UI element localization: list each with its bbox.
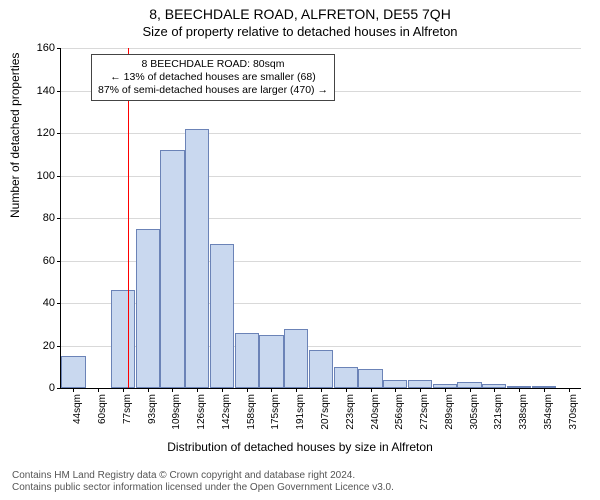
ytick-mark	[57, 176, 61, 177]
xtick-label: 354sqm	[543, 394, 554, 434]
gridline	[61, 176, 581, 177]
histogram-bar	[309, 350, 333, 388]
xtick-mark	[123, 388, 124, 392]
histogram-bar	[334, 367, 358, 388]
xtick-label: 240sqm	[370, 394, 381, 434]
footer-line-2: Contains public sector information licen…	[12, 482, 394, 494]
histogram-bar	[111, 290, 135, 388]
ytick-mark	[57, 133, 61, 134]
histogram-bar	[259, 335, 283, 388]
histogram-bar	[136, 229, 160, 388]
ytick-mark	[57, 218, 61, 219]
ytick-label: 40	[15, 297, 55, 309]
xtick-label: 142sqm	[221, 394, 232, 434]
page-title: 8, BEECHDALE ROAD, ALFRETON, DE55 7QH	[0, 0, 600, 22]
xtick-label: 272sqm	[419, 394, 430, 434]
ytick-label: 140	[15, 85, 55, 97]
xtick-label: 289sqm	[444, 394, 455, 434]
histogram-bar	[210, 244, 234, 389]
histogram-bar	[383, 380, 407, 389]
ytick-label: 160	[15, 42, 55, 54]
xtick-mark	[73, 388, 74, 392]
xtick-label: 305sqm	[469, 394, 480, 434]
xtick-mark	[148, 388, 149, 392]
xtick-label: 126sqm	[196, 394, 207, 434]
gridline	[61, 218, 581, 219]
xtick-mark	[197, 388, 198, 392]
xtick-mark	[569, 388, 570, 392]
gridline	[61, 48, 581, 49]
histogram-bar	[235, 333, 259, 388]
xtick-label: 338sqm	[518, 394, 529, 434]
xtick-mark	[420, 388, 421, 392]
histogram-bar	[284, 329, 308, 389]
histogram-bar	[185, 129, 209, 388]
xtick-mark	[296, 388, 297, 392]
xtick-mark	[271, 388, 272, 392]
ytick-mark	[57, 303, 61, 304]
xtick-label: 77sqm	[122, 394, 133, 434]
ytick-label: 0	[15, 382, 55, 394]
xtick-label: 60sqm	[97, 394, 108, 434]
xtick-mark	[247, 388, 248, 392]
footer-line-1: Contains HM Land Registry data © Crown c…	[12, 470, 394, 482]
xtick-mark	[544, 388, 545, 392]
xtick-label: 109sqm	[171, 394, 182, 434]
xtick-label: 223sqm	[345, 394, 356, 434]
annotation-box: 8 BEECHDALE ROAD: 80sqm← 13% of detached…	[91, 54, 335, 101]
ytick-label: 60	[15, 255, 55, 267]
footer-attribution: Contains HM Land Registry data © Crown c…	[12, 470, 394, 494]
x-axis-label: Distribution of detached houses by size …	[0, 440, 600, 454]
xtick-mark	[470, 388, 471, 392]
xtick-mark	[395, 388, 396, 392]
xtick-label: 370sqm	[568, 394, 579, 434]
ytick-label: 100	[15, 170, 55, 182]
chart-container: 8, BEECHDALE ROAD, ALFRETON, DE55 7QH Si…	[0, 0, 600, 500]
xtick-mark	[494, 388, 495, 392]
xtick-mark	[371, 388, 372, 392]
ytick-mark	[57, 261, 61, 262]
xtick-mark	[172, 388, 173, 392]
chart-subtitle: Size of property relative to detached ho…	[0, 22, 600, 39]
annotation-line: 8 BEECHDALE ROAD: 80sqm	[98, 58, 328, 71]
xtick-label: 175sqm	[270, 394, 281, 434]
xtick-mark	[98, 388, 99, 392]
xtick-mark	[346, 388, 347, 392]
annotation-line: 87% of semi-detached houses are larger (…	[98, 84, 328, 97]
histogram-bar	[160, 150, 184, 388]
xtick-label: 93sqm	[147, 394, 158, 434]
histogram-bar	[358, 369, 382, 388]
xtick-mark	[321, 388, 322, 392]
ytick-mark	[57, 346, 61, 347]
xtick-label: 256sqm	[394, 394, 405, 434]
ytick-mark	[57, 388, 61, 389]
gridline	[61, 133, 581, 134]
ytick-mark	[57, 48, 61, 49]
histogram-bar	[61, 356, 85, 388]
xtick-label: 158sqm	[246, 394, 257, 434]
histogram-bar	[408, 380, 432, 389]
ytick-label: 80	[15, 212, 55, 224]
xtick-label: 321sqm	[493, 394, 504, 434]
xtick-mark	[222, 388, 223, 392]
ytick-label: 20	[15, 340, 55, 352]
ytick-mark	[57, 91, 61, 92]
plot-area: 8 BEECHDALE ROAD: 80sqm← 13% of detached…	[60, 48, 581, 389]
annotation-line: ← 13% of detached houses are smaller (68…	[98, 71, 328, 84]
xtick-label: 191sqm	[295, 394, 306, 434]
xtick-label: 44sqm	[72, 394, 83, 434]
ytick-label: 120	[15, 127, 55, 139]
xtick-label: 207sqm	[320, 394, 331, 434]
xtick-mark	[519, 388, 520, 392]
xtick-mark	[445, 388, 446, 392]
